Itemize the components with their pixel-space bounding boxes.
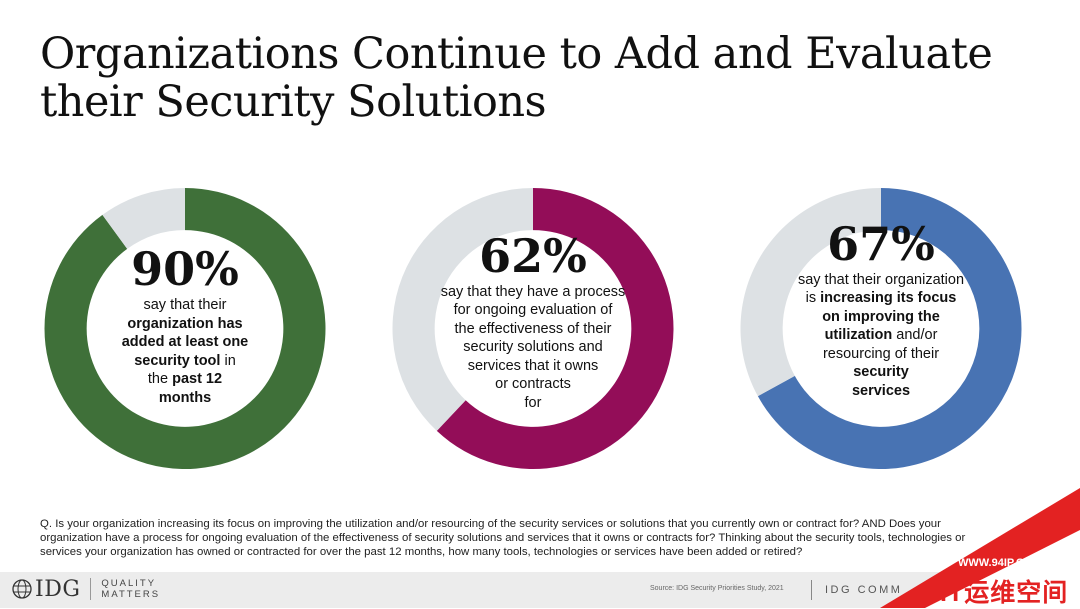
donut-description: say that their organization has added at… xyxy=(110,296,260,407)
desc-line: for ongoing evaluation of xyxy=(453,302,613,319)
idg-logo-text: IDG xyxy=(35,576,81,602)
desc-line: services that it owns xyxy=(467,357,599,374)
desc-line: utilization and/or xyxy=(776,326,986,345)
donut-segment-remainder xyxy=(740,188,881,397)
desc-line-bold: security xyxy=(853,364,909,381)
desc-normal-part: and/or xyxy=(892,327,938,344)
tagline-line: QUALITY xyxy=(101,578,157,589)
desc-line: say that their xyxy=(143,297,227,313)
desc-line-bold: months xyxy=(158,389,212,406)
donut-segment-remainder xyxy=(392,188,533,431)
idg-logo: IDG QUALITY MATTERS xyxy=(12,576,160,602)
logo-divider xyxy=(90,578,92,600)
desc-normal-part: the xyxy=(147,371,173,387)
globe-icon xyxy=(12,579,32,599)
desc-line: security tool in xyxy=(110,352,260,371)
desc-line: say that they have a process xyxy=(440,283,626,300)
tagline-line: MATTERS xyxy=(101,589,161,600)
donut-segment-value xyxy=(757,188,1022,469)
desc-line: resourcing of their xyxy=(822,345,940,362)
desc-bold-part: increasing its focus xyxy=(820,290,957,307)
donut-svg xyxy=(740,188,1022,469)
donut-chart-added-tools: 90% say that their organization has adde… xyxy=(38,187,332,470)
donut-percentage-label: 62% xyxy=(479,228,587,283)
donut-percentage-label: 67% xyxy=(827,216,935,271)
donut-chart-increasing-focus: 67% say that their organization is incre… xyxy=(737,187,1025,470)
question-line: Q. Is your organization increasing its f… xyxy=(40,518,941,530)
donut-percentage-label: 90% xyxy=(131,242,239,296)
donut-chart-evaluation-process: 62% say that they have a process for ong… xyxy=(390,187,676,470)
question-line: services your organization has owned or … xyxy=(40,546,803,558)
donut-svg xyxy=(44,188,326,469)
desc-line-bold: on improving the xyxy=(822,308,940,325)
desc-line: or contracts xyxy=(495,376,571,393)
slide-title-line-2: their Security Solutions xyxy=(40,77,547,127)
desc-line: is increasing its focus xyxy=(776,289,986,308)
idg-communications-brand: IDG COMM xyxy=(825,584,903,596)
donut-segment-value xyxy=(44,188,326,469)
desc-bold-part: utilization xyxy=(824,327,893,344)
desc-line-bold: added at least one xyxy=(121,334,249,350)
desc-line: the effectiveness of their xyxy=(454,320,612,337)
footer-divider xyxy=(811,580,812,600)
desc-line-bold: organization has xyxy=(127,315,243,332)
desc-line: for xyxy=(524,394,542,411)
slide-footer: IDG QUALITY MATTERS Source: IDG Security… xyxy=(0,572,1080,608)
quality-matters-tagline: QUALITY MATTERS xyxy=(101,578,160,600)
source-citation: Source: IDG Security Priorities Study, 2… xyxy=(650,585,784,592)
desc-bold-part: past 12 xyxy=(172,371,223,387)
question-line: organization have a process for ongoing … xyxy=(40,532,966,544)
donut-description: say that their organization is increasin… xyxy=(776,271,986,401)
desc-normal-part: is xyxy=(805,290,821,307)
donut-segment-remainder xyxy=(102,188,185,249)
donut-segment-value xyxy=(436,188,674,469)
desc-line-bold: services xyxy=(851,382,911,399)
slide-title: Organizations Continue to Add and Evalua… xyxy=(40,30,1040,126)
donut-description: say that they have a process for ongoing… xyxy=(423,283,643,413)
slide-title-line-1: Organizations Continue to Add and Evalua… xyxy=(40,29,993,79)
desc-line: security solutions and xyxy=(463,339,603,356)
desc-line: the past 12 xyxy=(110,370,260,389)
donut-svg xyxy=(392,188,674,469)
desc-line: say that their organization xyxy=(797,271,965,288)
survey-question-text: Q. Is your organization increasing its f… xyxy=(40,517,1030,559)
desc-normal-part: in xyxy=(220,352,236,369)
desc-bold-part: security tool xyxy=(134,352,221,369)
